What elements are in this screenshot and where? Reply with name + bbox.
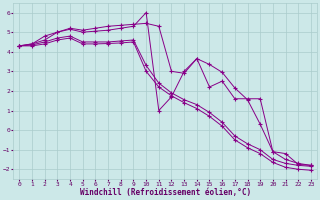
X-axis label: Windchill (Refroidissement éolien,°C): Windchill (Refroidissement éolien,°C) xyxy=(80,188,251,197)
